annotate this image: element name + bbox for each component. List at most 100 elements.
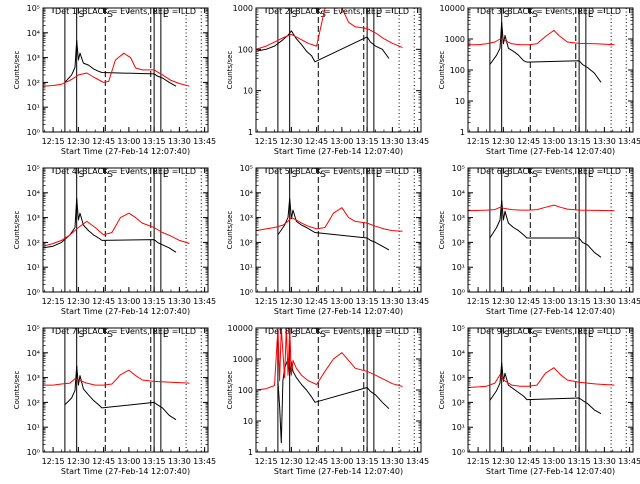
x-tick-label: 13:15 (568, 457, 591, 466)
x-tick-label: 13:00 (117, 457, 140, 466)
y-axis-label: Counts/sec (226, 371, 234, 410)
x-tick-label: 12:45 (517, 137, 540, 146)
x-axis-label: Start Time (27-Feb-14 12:07:40) (486, 307, 615, 316)
x-tick-label: 13:15 (356, 297, 379, 306)
panel-title: Det 3: BLACK = Events, RED = LLD (480, 7, 621, 16)
event-marker-label: S (79, 170, 85, 180)
y-tick-label: 10⁴ (452, 349, 465, 358)
event-marker-label: S (292, 330, 298, 340)
event-marker-label: E (376, 10, 382, 20)
x-tick-label: 12:30 (280, 137, 303, 146)
x-tick-label: 12:30 (492, 297, 515, 306)
x-axis-label: Start Time (27-Feb-14 12:07:40) (486, 147, 615, 156)
y-tick-label: 10¹ (452, 263, 465, 272)
panel-title: Det 5: BLACK = Events, RED = LLD (268, 167, 409, 176)
x-tick-label: 12:30 (67, 137, 90, 146)
x-tick-label: 13:45 (406, 137, 429, 146)
lld-series-line (42, 52, 190, 87)
y-tick-label: 10 (455, 97, 465, 106)
x-tick-label: 13:00 (542, 137, 565, 146)
event-marker-label: S (532, 10, 538, 20)
y-tick-label: 10² (27, 78, 40, 87)
y-tick-label: 10⁵ (27, 324, 40, 333)
x-tick-label: 13:00 (542, 297, 565, 306)
lld-series-line (43, 369, 190, 386)
event-marker-label: E (588, 330, 594, 340)
y-tick-label: 10⁵ (452, 164, 465, 173)
x-tick-label: 13:15 (568, 297, 591, 306)
y-tick-label: 10⁰ (452, 448, 465, 457)
y-tick-label: 10² (27, 398, 40, 407)
x-tick-label: 12:30 (67, 457, 90, 466)
event-marker-label: S (532, 330, 538, 340)
events-series-line (277, 358, 390, 444)
y-tick-label: 10⁰ (27, 288, 40, 297)
x-tick-label: 13:00 (117, 297, 140, 306)
x-tick-label: 13:30 (168, 457, 191, 466)
y-tick-label: 100 (238, 386, 253, 395)
x-axis-label: Start Time (27-Feb-14 12:07:40) (61, 307, 190, 316)
y-tick-label: 10¹ (27, 263, 40, 272)
events-series-line (489, 362, 602, 415)
x-tick-label: 13:45 (406, 297, 429, 306)
x-tick-label: 12:45 (517, 297, 540, 306)
event-marker-label: S (292, 10, 298, 20)
x-tick-label: 12:15 (42, 137, 65, 146)
plot-frame (42, 167, 209, 293)
x-tick-label: 13:45 (193, 137, 216, 146)
x-tick-label: 12:15 (255, 457, 278, 466)
y-tick-label: 1 (248, 448, 253, 457)
event-marker-label: S (79, 10, 85, 20)
plot-frame (42, 327, 209, 453)
y-tick-label: 10¹ (452, 423, 465, 432)
y-tick-label: 10¹ (27, 423, 40, 432)
x-tick-label: 12:45 (305, 137, 328, 146)
event-marker-label: F (153, 170, 158, 180)
x-tick-label: 13:30 (381, 137, 404, 146)
y-tick-label: 1000 (445, 35, 465, 44)
y-axis-label: Counts/sec (226, 211, 234, 250)
y-tick-label: 10² (27, 238, 40, 247)
event-marker-label: S (504, 170, 510, 180)
x-tick-label: 13:45 (406, 457, 429, 466)
y-tick-label: 100 (450, 66, 465, 75)
x-tick-label: 13:30 (593, 137, 616, 146)
y-tick-label: 10 (243, 87, 253, 96)
events-series-line (255, 30, 390, 63)
y-tick-label: 10⁴ (27, 189, 40, 198)
y-tick-label: 10⁵ (27, 4, 40, 13)
y-tick-label: 10⁴ (240, 189, 253, 198)
y-tick-label: 10⁵ (452, 324, 465, 333)
y-tick-label: 10000 (228, 324, 253, 333)
y-axis-label: Counts/sec (438, 371, 446, 410)
x-tick-label: 13:15 (356, 457, 379, 466)
event-marker-label: S (107, 170, 113, 180)
x-tick-label: 12:45 (92, 137, 115, 146)
event-marker-label: S (107, 330, 113, 340)
x-tick-label: 12:30 (492, 457, 515, 466)
y-tick-label: 10¹ (27, 103, 40, 112)
panel-title: Det 6: BLACK = Events, RED = LLD (480, 167, 621, 176)
x-tick-label: 12:45 (305, 297, 328, 306)
y-tick-label: 10³ (27, 214, 40, 223)
x-tick-label: 13:30 (168, 297, 191, 306)
x-tick-label: 13:45 (193, 297, 216, 306)
y-tick-label: 10⁰ (240, 288, 253, 297)
event-marker-label: E (588, 170, 594, 180)
x-tick-label: 13:00 (330, 297, 353, 306)
event-marker-label: E (163, 10, 169, 20)
y-tick-label: 10⁰ (27, 128, 40, 137)
panel-title: Det 8: BLACK = Events, RED = LLD (268, 327, 409, 336)
x-tick-label: 12:15 (467, 297, 490, 306)
x-tick-label: 12:30 (280, 297, 303, 306)
x-tick-label: 12:15 (255, 137, 278, 146)
y-axis-label: Counts/sec (438, 51, 446, 90)
